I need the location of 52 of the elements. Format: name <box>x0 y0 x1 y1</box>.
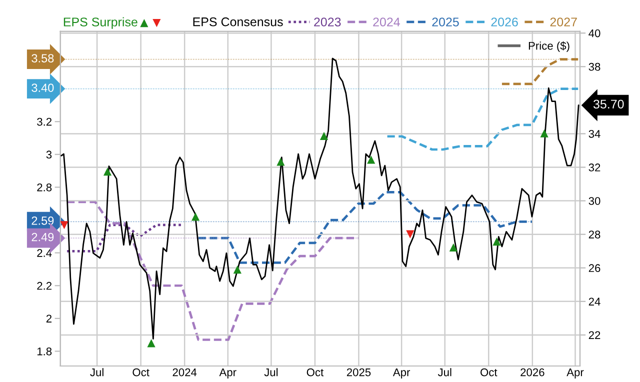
x-tick-label: Apr <box>566 368 584 378</box>
y2-tick-label: 34 <box>588 130 600 138</box>
x-tick-label: 2024 <box>172 368 197 376</box>
legend-label: Price ($) <box>528 41 570 52</box>
x-tick-label: 2026 <box>520 368 544 376</box>
point <box>492 238 501 246</box>
x-tick-label: Oct <box>132 368 150 376</box>
x-tick-label: Oct <box>306 368 324 376</box>
point <box>449 243 458 252</box>
point <box>320 132 328 140</box>
legend-title: EPS Consensus <box>193 17 283 26</box>
legend-label: 2027 <box>550 18 577 26</box>
point <box>103 168 112 176</box>
y-tick-label: 2 <box>46 314 52 322</box>
y2-tick-label: 24 <box>588 298 600 306</box>
annotation: 3.40 <box>32 84 54 92</box>
y-tick-label: 3 <box>46 150 52 159</box>
x-tick-label: Jul <box>264 368 278 376</box>
x-tick-label: Apr <box>392 368 410 378</box>
annotation: 2.59 <box>32 216 54 225</box>
annotation: 2.49 <box>32 232 54 242</box>
text: EPS Surprise <box>64 17 138 29</box>
y2-tick-label: 30 <box>588 197 600 205</box>
annotation: 3.58 <box>32 54 54 62</box>
point <box>276 158 285 166</box>
y2-tick-label: 26 <box>588 264 600 272</box>
legend-label: 2026 <box>491 18 518 26</box>
x-tick-label: Oct <box>480 368 498 376</box>
y-tick-label: 1.8 <box>37 348 52 356</box>
y-tick-label: 2.2 <box>37 282 52 290</box>
x-tick-label: Jul <box>438 368 452 376</box>
y-tick-label: 2.8 <box>37 183 52 192</box>
x-tick-label: Apr <box>219 368 236 378</box>
point <box>233 266 242 274</box>
point <box>60 221 68 230</box>
data-label: 35.70 <box>593 100 624 109</box>
point <box>191 212 200 221</box>
point <box>540 129 548 138</box>
x-tick-label: 2025 <box>346 368 371 376</box>
y2-tick-label: 28 <box>588 230 600 238</box>
legend-label: 2024 <box>373 18 400 26</box>
point <box>406 230 414 238</box>
y2-tick-label: 38 <box>588 62 600 71</box>
y2-tick-label: 32 <box>588 164 600 172</box>
legend-label: 2025 <box>432 18 459 26</box>
y-tick-label: 3.2 <box>37 118 52 126</box>
point <box>367 156 376 164</box>
y2-tick-label: 40 <box>588 29 600 38</box>
legend-label: 2023 <box>314 18 341 26</box>
point <box>147 339 156 348</box>
x-tick-label: Jul <box>90 368 104 376</box>
y2-tick-label: 22 <box>588 331 600 339</box>
